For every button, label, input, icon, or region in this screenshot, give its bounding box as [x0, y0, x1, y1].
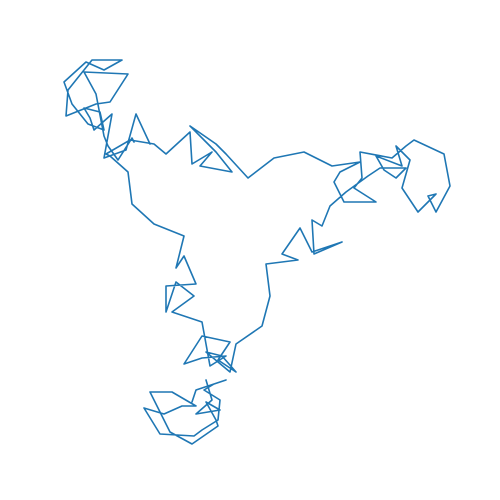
series-line-2 [143, 379, 227, 445]
series-line-0 [105, 125, 451, 373]
series-line-1 [63, 59, 151, 161]
